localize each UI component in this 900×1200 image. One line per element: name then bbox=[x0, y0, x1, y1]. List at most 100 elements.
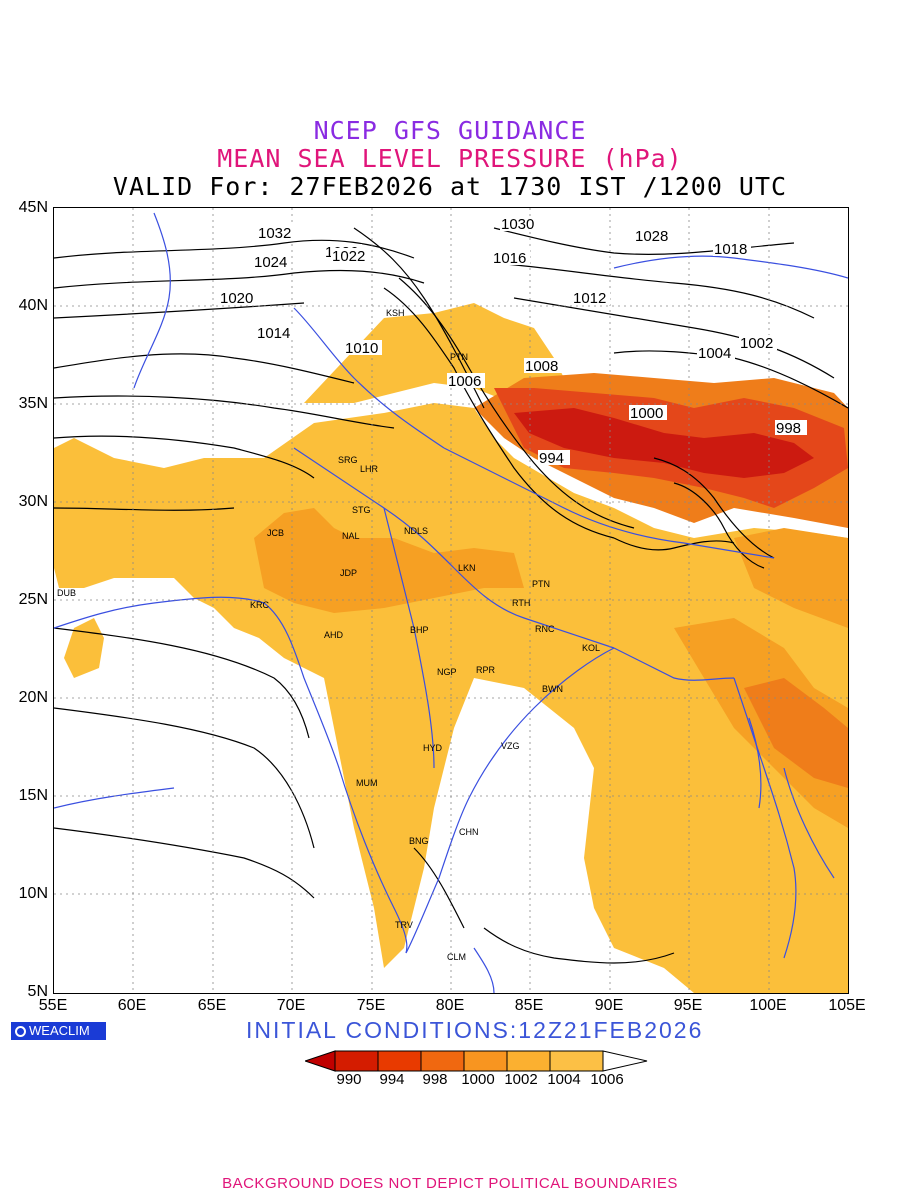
svg-text:1004: 1004 bbox=[698, 345, 731, 362]
contour-label: 1022 bbox=[331, 248, 369, 265]
weaclim-logo-icon bbox=[15, 1026, 26, 1037]
colorbar-segment bbox=[602, 1050, 648, 1072]
station-label: PTN bbox=[450, 352, 468, 362]
contour-label: 1030 bbox=[500, 216, 538, 233]
svg-text:1028: 1028 bbox=[635, 228, 668, 245]
svg-text:1016: 1016 bbox=[493, 250, 526, 267]
contour-label: 1002 bbox=[739, 335, 777, 352]
weaclim-badge[interactable]: WEACLIM bbox=[11, 1022, 106, 1040]
lon-tick-label: 105E bbox=[828, 997, 866, 1014]
colorbar-label: 1000 bbox=[461, 1071, 495, 1088]
station-label: TRV bbox=[395, 920, 413, 930]
svg-text:1014: 1014 bbox=[257, 325, 290, 342]
svg-text:994: 994 bbox=[539, 450, 564, 467]
graticule bbox=[54, 208, 848, 993]
contour-label: 1010 bbox=[344, 340, 382, 357]
lat-tick-label: 5N bbox=[27, 983, 48, 1000]
station-label: KSH bbox=[386, 308, 405, 318]
map-canvas: KSH PTN SRG LHR STG JCB NAL NDLS JDP LKN… bbox=[54, 208, 848, 993]
svg-text:1024: 1024 bbox=[254, 254, 287, 271]
contour-label: 1008 bbox=[524, 358, 562, 375]
lat-tick-label: 35N bbox=[18, 395, 48, 412]
station-label: CLM bbox=[447, 952, 466, 962]
svg-text:1018: 1018 bbox=[714, 241, 747, 258]
coastlines bbox=[54, 212, 848, 993]
station-label: JCB bbox=[267, 528, 284, 538]
station-label: BHP bbox=[410, 625, 429, 635]
station-label: CHN bbox=[459, 827, 479, 837]
station-label: PTN bbox=[532, 579, 550, 589]
disclaimer-footer: BACKGROUND DOES NOT DEPICT POLITICAL BOU… bbox=[222, 1175, 678, 1192]
station-label: NGP bbox=[437, 667, 457, 677]
contour-labels: 1032 1030 1028 1026 1024 1022 1020 1018 … bbox=[219, 216, 807, 467]
colorbar-label: 1002 bbox=[504, 1071, 538, 1088]
station-label: STG bbox=[352, 505, 371, 515]
svg-text:1022: 1022 bbox=[332, 248, 365, 265]
contour-label: 1012 bbox=[572, 290, 610, 307]
contour-label: 994 bbox=[538, 450, 570, 467]
station-label: KRC bbox=[250, 600, 270, 610]
station-label: JDP bbox=[340, 568, 357, 578]
station-label: LHR bbox=[360, 464, 379, 474]
contour-label: 1028 bbox=[634, 228, 672, 245]
title-valid-time: VALID For: 27FEB2026 at 1730 IST /1200 U… bbox=[112, 172, 788, 201]
contour-label: 1024 bbox=[253, 254, 291, 271]
lat-tick-label: 45N bbox=[18, 199, 48, 216]
contour-label: 1004 bbox=[697, 345, 735, 362]
colorbar-label: 990 bbox=[336, 1071, 362, 1088]
colorbar-label: 1004 bbox=[547, 1071, 581, 1088]
station-label: SRG bbox=[338, 455, 358, 465]
station-label: AHD bbox=[324, 630, 344, 640]
title-guidance: NCEP GFS GUIDANCE bbox=[313, 116, 587, 145]
lat-tick-label: 15N bbox=[18, 787, 48, 804]
station-label: BWN bbox=[542, 684, 563, 694]
colorbar-segment bbox=[463, 1050, 508, 1072]
lon-tick-label: 100E bbox=[749, 997, 787, 1014]
station-label: LKN bbox=[458, 563, 476, 573]
badge-label: WEACLIM bbox=[29, 1023, 90, 1038]
lat-tick-label: 10N bbox=[18, 885, 48, 902]
svg-text:1000: 1000 bbox=[630, 405, 663, 422]
colorbar-segment bbox=[305, 1050, 336, 1072]
station-label: KOL bbox=[582, 643, 600, 653]
contour-label: 1016 bbox=[492, 250, 530, 267]
lon-tick-label: 80E bbox=[435, 997, 465, 1014]
colorbar-segment bbox=[549, 1050, 604, 1072]
title-pressure: MEAN SEA LEVEL PRESSURE (hPa) bbox=[217, 144, 683, 173]
station-label: RTH bbox=[512, 598, 530, 608]
contour-label: 998 bbox=[775, 420, 807, 437]
initial-conditions: INITIAL CONDITIONS:12Z21FEB2026 bbox=[246, 1017, 704, 1043]
lon-tick-label: 90E bbox=[594, 997, 624, 1014]
station-label: NDLS bbox=[404, 526, 428, 536]
lon-tick-label: 65E bbox=[197, 997, 227, 1014]
station-label: VZG bbox=[501, 741, 520, 751]
colorbar-label: 994 bbox=[379, 1071, 405, 1088]
contour-label: 1020 bbox=[219, 290, 257, 307]
station-labels: KSH PTN SRG LHR STG JCB NAL NDLS JDP LKN… bbox=[57, 308, 600, 962]
station-label: MUM bbox=[356, 778, 378, 788]
station-label: RPR bbox=[476, 665, 496, 675]
lon-tick-label: 70E bbox=[276, 997, 306, 1014]
colorbar-segment bbox=[506, 1050, 551, 1072]
contour-label: 1000 bbox=[629, 405, 667, 422]
station-label: NAL bbox=[342, 531, 360, 541]
svg-text:1032: 1032 bbox=[258, 225, 291, 242]
station-label: RNC bbox=[535, 624, 555, 634]
contour-label: 1018 bbox=[713, 241, 751, 258]
colorbar-segment bbox=[377, 1050, 422, 1072]
svg-text:1030: 1030 bbox=[501, 216, 534, 233]
lon-tick-label: 75E bbox=[356, 997, 386, 1014]
station-label: DUB bbox=[57, 588, 76, 598]
contour-label: 1006 bbox=[447, 373, 485, 390]
svg-text:1012: 1012 bbox=[573, 290, 606, 307]
station-label: HYD bbox=[423, 743, 443, 753]
lon-tick-label: 55E bbox=[38, 997, 68, 1014]
svg-text:1006: 1006 bbox=[448, 373, 481, 390]
lon-tick-label: 95E bbox=[673, 997, 703, 1014]
svg-text:1020: 1020 bbox=[220, 290, 253, 307]
station-label: BNG bbox=[409, 836, 429, 846]
lat-tick-label: 30N bbox=[18, 493, 48, 510]
svg-text:998: 998 bbox=[776, 420, 801, 437]
colorbar-segment bbox=[420, 1050, 465, 1072]
lon-tick-label: 60E bbox=[117, 997, 147, 1014]
